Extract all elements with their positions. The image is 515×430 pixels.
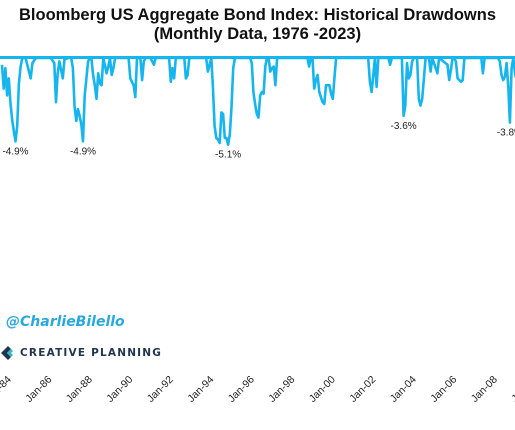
data-label: -4.9%	[70, 146, 96, 157]
zero-drawdown-band	[0, 56, 515, 59]
series-layer	[0, 56, 515, 146]
author-handle: @CharlieBilello	[6, 314, 125, 330]
x-tick-label: Jan-00	[307, 374, 338, 405]
data-label: -3.6%	[391, 121, 417, 132]
x-axis-ticks-layer: Jan-84 Jan-86 Jan-88 Jan-90 Jan-92 Jan-94 Jan-…	[0, 374, 515, 405]
chart-title-line2: (Monthly Data, 1976 -2023)	[153, 25, 362, 43]
chart-title-line1: Bloomberg US Aggregate Bond Index: Histo…	[18, 6, 497, 24]
creative-planning-logo-icon	[1, 346, 13, 360]
creative-planning-logo: CREATIVE PLANNING	[0, 344, 162, 362]
x-tick-label: Jan-86	[23, 374, 54, 405]
x-tick-label: Jan-06	[428, 374, 459, 405]
data-label: -3.8%	[497, 128, 515, 139]
data-label: -5.1%	[215, 150, 241, 161]
x-tick-label: Jan-84	[0, 374, 14, 405]
x-tick-label: Jan-96	[226, 374, 257, 405]
x-tick-label: Jan-88	[64, 374, 95, 405]
creative-planning-logo-text: CREATIVE PLANNING	[20, 347, 163, 359]
x-tick-label: Jan-10	[509, 374, 515, 405]
x-tick-label: Jan-94	[185, 374, 216, 405]
data-label: -4.9%	[2, 146, 28, 157]
x-tick-label: Jan-92	[145, 374, 176, 405]
data-labels-layer: -4.9%-4.9%-5.1%-3.6%-3.8%-3.7%	[2, 121, 515, 161]
x-tick-label: Jan-98	[266, 374, 297, 405]
drawdown-series-line	[0, 56, 515, 146]
x-tick-label: Jan-90	[104, 374, 135, 405]
x-tick-label: Jan-02	[347, 374, 378, 405]
x-tick-label: Jan-08	[469, 374, 500, 405]
chart-title: Bloomberg US Aggregate Bond Index: Histo…	[0, 6, 515, 44]
x-tick-label: Jan-04	[388, 374, 419, 405]
